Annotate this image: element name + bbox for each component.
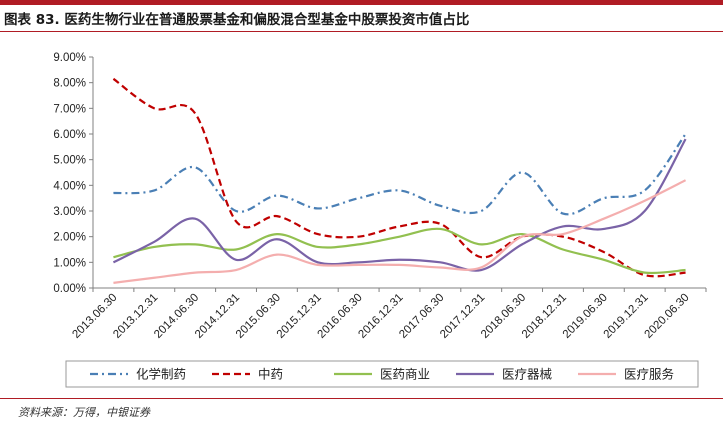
y-tick-label: 6.00%: [53, 129, 86, 141]
y-tick-label: 3.00%: [53, 206, 86, 218]
source-note: 资料来源：万得，中银证券: [18, 406, 150, 419]
legend-label: 化学制药: [136, 367, 186, 382]
axes: 0.00% 1.00% 2.00% 3.00% 4.00% 5.00% 6.00% 7.00%…: [53, 52, 707, 341]
y-tick-label: 8.00%: [53, 78, 86, 90]
top-accent-bar: [0, 0, 723, 5]
series-lines: [112, 77, 687, 284]
series-line-3: [113, 227, 686, 275]
series-line-5: [113, 179, 687, 284]
y-tick-label: 2.00%: [53, 232, 86, 244]
y-tick-label: 0.00%: [53, 283, 86, 295]
series-line-2: [112, 77, 686, 278]
legend: 化学制药 中药 医药商业 医疗器械 医疗服务: [65, 360, 699, 388]
legend-label: 医疗服务: [624, 367, 674, 382]
y-tick-label: 9.00%: [53, 52, 86, 64]
legend-label: 医疗器械: [502, 367, 553, 382]
chart-title: 图表 83. 医药生物行业在普通股票基金和偏股混合型基金中股票投资市值占比: [4, 12, 470, 28]
series-line-1: [113, 133, 687, 216]
legend-label: 医药商业: [380, 367, 430, 382]
y-tick-label: 7.00%: [53, 103, 86, 115]
y-tick-label: 5.00%: [53, 155, 86, 167]
y-tick-label: 1.00%: [53, 257, 86, 269]
title-divider: [0, 31, 723, 32]
legend-label: 中药: [258, 367, 283, 382]
footer-divider: [0, 398, 723, 399]
line-chart: 0.00% 1.00% 2.00% 3.00% 4.00% 5.00% 6.00% 7.00%…: [53, 52, 707, 388]
y-tick-label: 4.00%: [53, 180, 86, 192]
x-tick-label: 2020.06.30: [642, 292, 691, 341]
series-line-4: [112, 138, 687, 272]
